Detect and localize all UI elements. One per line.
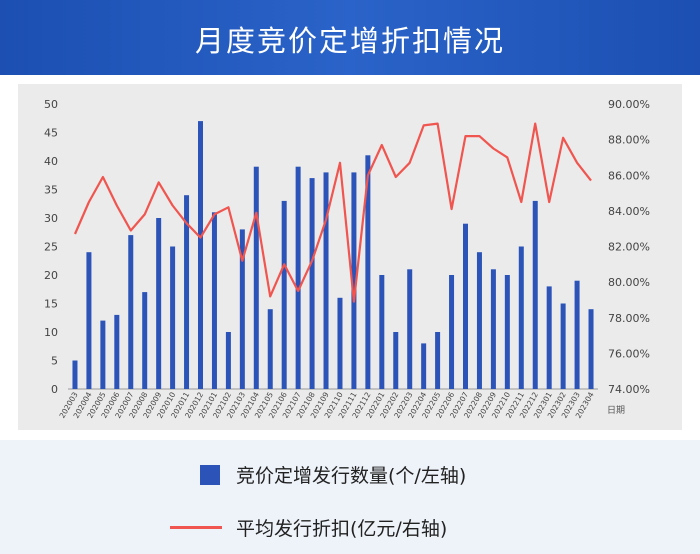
bar — [379, 275, 385, 389]
bar — [323, 172, 329, 389]
bar — [504, 275, 510, 389]
y-left-tick-label: 0 — [51, 383, 58, 396]
bar — [267, 309, 273, 389]
chart-svg: 0 5 10 15 20 25 30 35 40 45 50 74.00% 76.00% 78.00% 80… — [18, 84, 682, 430]
bar — [225, 332, 231, 389]
bar — [156, 218, 162, 389]
bar — [490, 269, 496, 389]
bar — [142, 292, 148, 389]
bar — [128, 235, 134, 389]
bar — [337, 297, 343, 389]
bar — [100, 320, 106, 389]
discount-line — [73, 122, 592, 303]
bar — [560, 303, 566, 389]
y-left-tick-label: 30 — [44, 212, 58, 225]
legend-bar-swatch — [200, 464, 220, 485]
bar — [532, 200, 538, 389]
y-left-tick-label: 35 — [44, 184, 58, 197]
title-banner: 月度竞价定增折扣情况 — [0, 0, 700, 75]
y-right-tick-label: 86.00% — [608, 169, 650, 182]
bar — [435, 332, 441, 389]
bar — [449, 275, 455, 389]
chart-panel: 0 5 10 15 20 25 30 35 40 45 50 74.00% 76.00% 78.00% 80… — [0, 75, 700, 440]
y-right-tick-label: 88.00% — [608, 134, 650, 147]
y-right-tick-label: 78.00% — [608, 312, 650, 325]
bar — [198, 121, 203, 389]
legend-line-label: 平均发行折扣(亿元/右轴) — [236, 518, 448, 540]
y-right-tick-label: 74.00% — [608, 383, 650, 396]
bar — [393, 332, 399, 389]
bar — [365, 155, 371, 389]
bar — [211, 212, 217, 389]
bar — [309, 178, 315, 389]
y-right-tick-label: 76.00% — [608, 347, 650, 360]
bar — [253, 166, 259, 389]
bar — [407, 269, 413, 389]
bar — [546, 286, 552, 389]
x-axis-label: 日期 — [607, 405, 625, 416]
chart-title: 月度竞价定增折扣情况 — [194, 24, 505, 58]
legend-line-swatch — [170, 526, 222, 529]
legend-item-line: 平均发行折扣(亿元/右轴) — [170, 514, 447, 541]
y-right-tick-label: 82.00% — [608, 241, 650, 254]
bar — [518, 246, 524, 389]
bar — [574, 280, 580, 389]
y-right-tick-label: 80.00% — [608, 276, 650, 289]
y-left-tick-label: 20 — [44, 269, 58, 282]
y-right-tick-label: 84.00% — [608, 205, 650, 218]
bar — [239, 229, 245, 389]
bar — [588, 309, 594, 389]
bar — [170, 246, 176, 389]
y-left-tick-label: 45 — [44, 127, 58, 140]
bar — [421, 343, 427, 389]
y-right-tick-label: 90.00% — [608, 98, 650, 111]
bar — [184, 195, 190, 389]
bar — [281, 200, 287, 389]
bar — [295, 166, 301, 389]
bar — [351, 172, 357, 389]
legend-bar-label: 竞价定增发行数量(个/左轴) — [236, 465, 467, 487]
y-left-tick-label: 15 — [44, 298, 58, 311]
bar — [476, 252, 482, 389]
y-left-tick-label: 50 — [44, 98, 58, 111]
y-left-tick-label: 25 — [44, 241, 58, 254]
bar — [72, 360, 78, 389]
y-left-tick-label: 10 — [44, 326, 58, 339]
y-left-tick-label: 40 — [44, 155, 58, 168]
bar — [114, 314, 120, 389]
bar — [463, 223, 468, 389]
bar — [86, 252, 92, 389]
legend-item-bars: 竞价定增发行数量(个/左轴) — [200, 461, 466, 488]
y-left-tick-label: 5 — [51, 355, 58, 368]
